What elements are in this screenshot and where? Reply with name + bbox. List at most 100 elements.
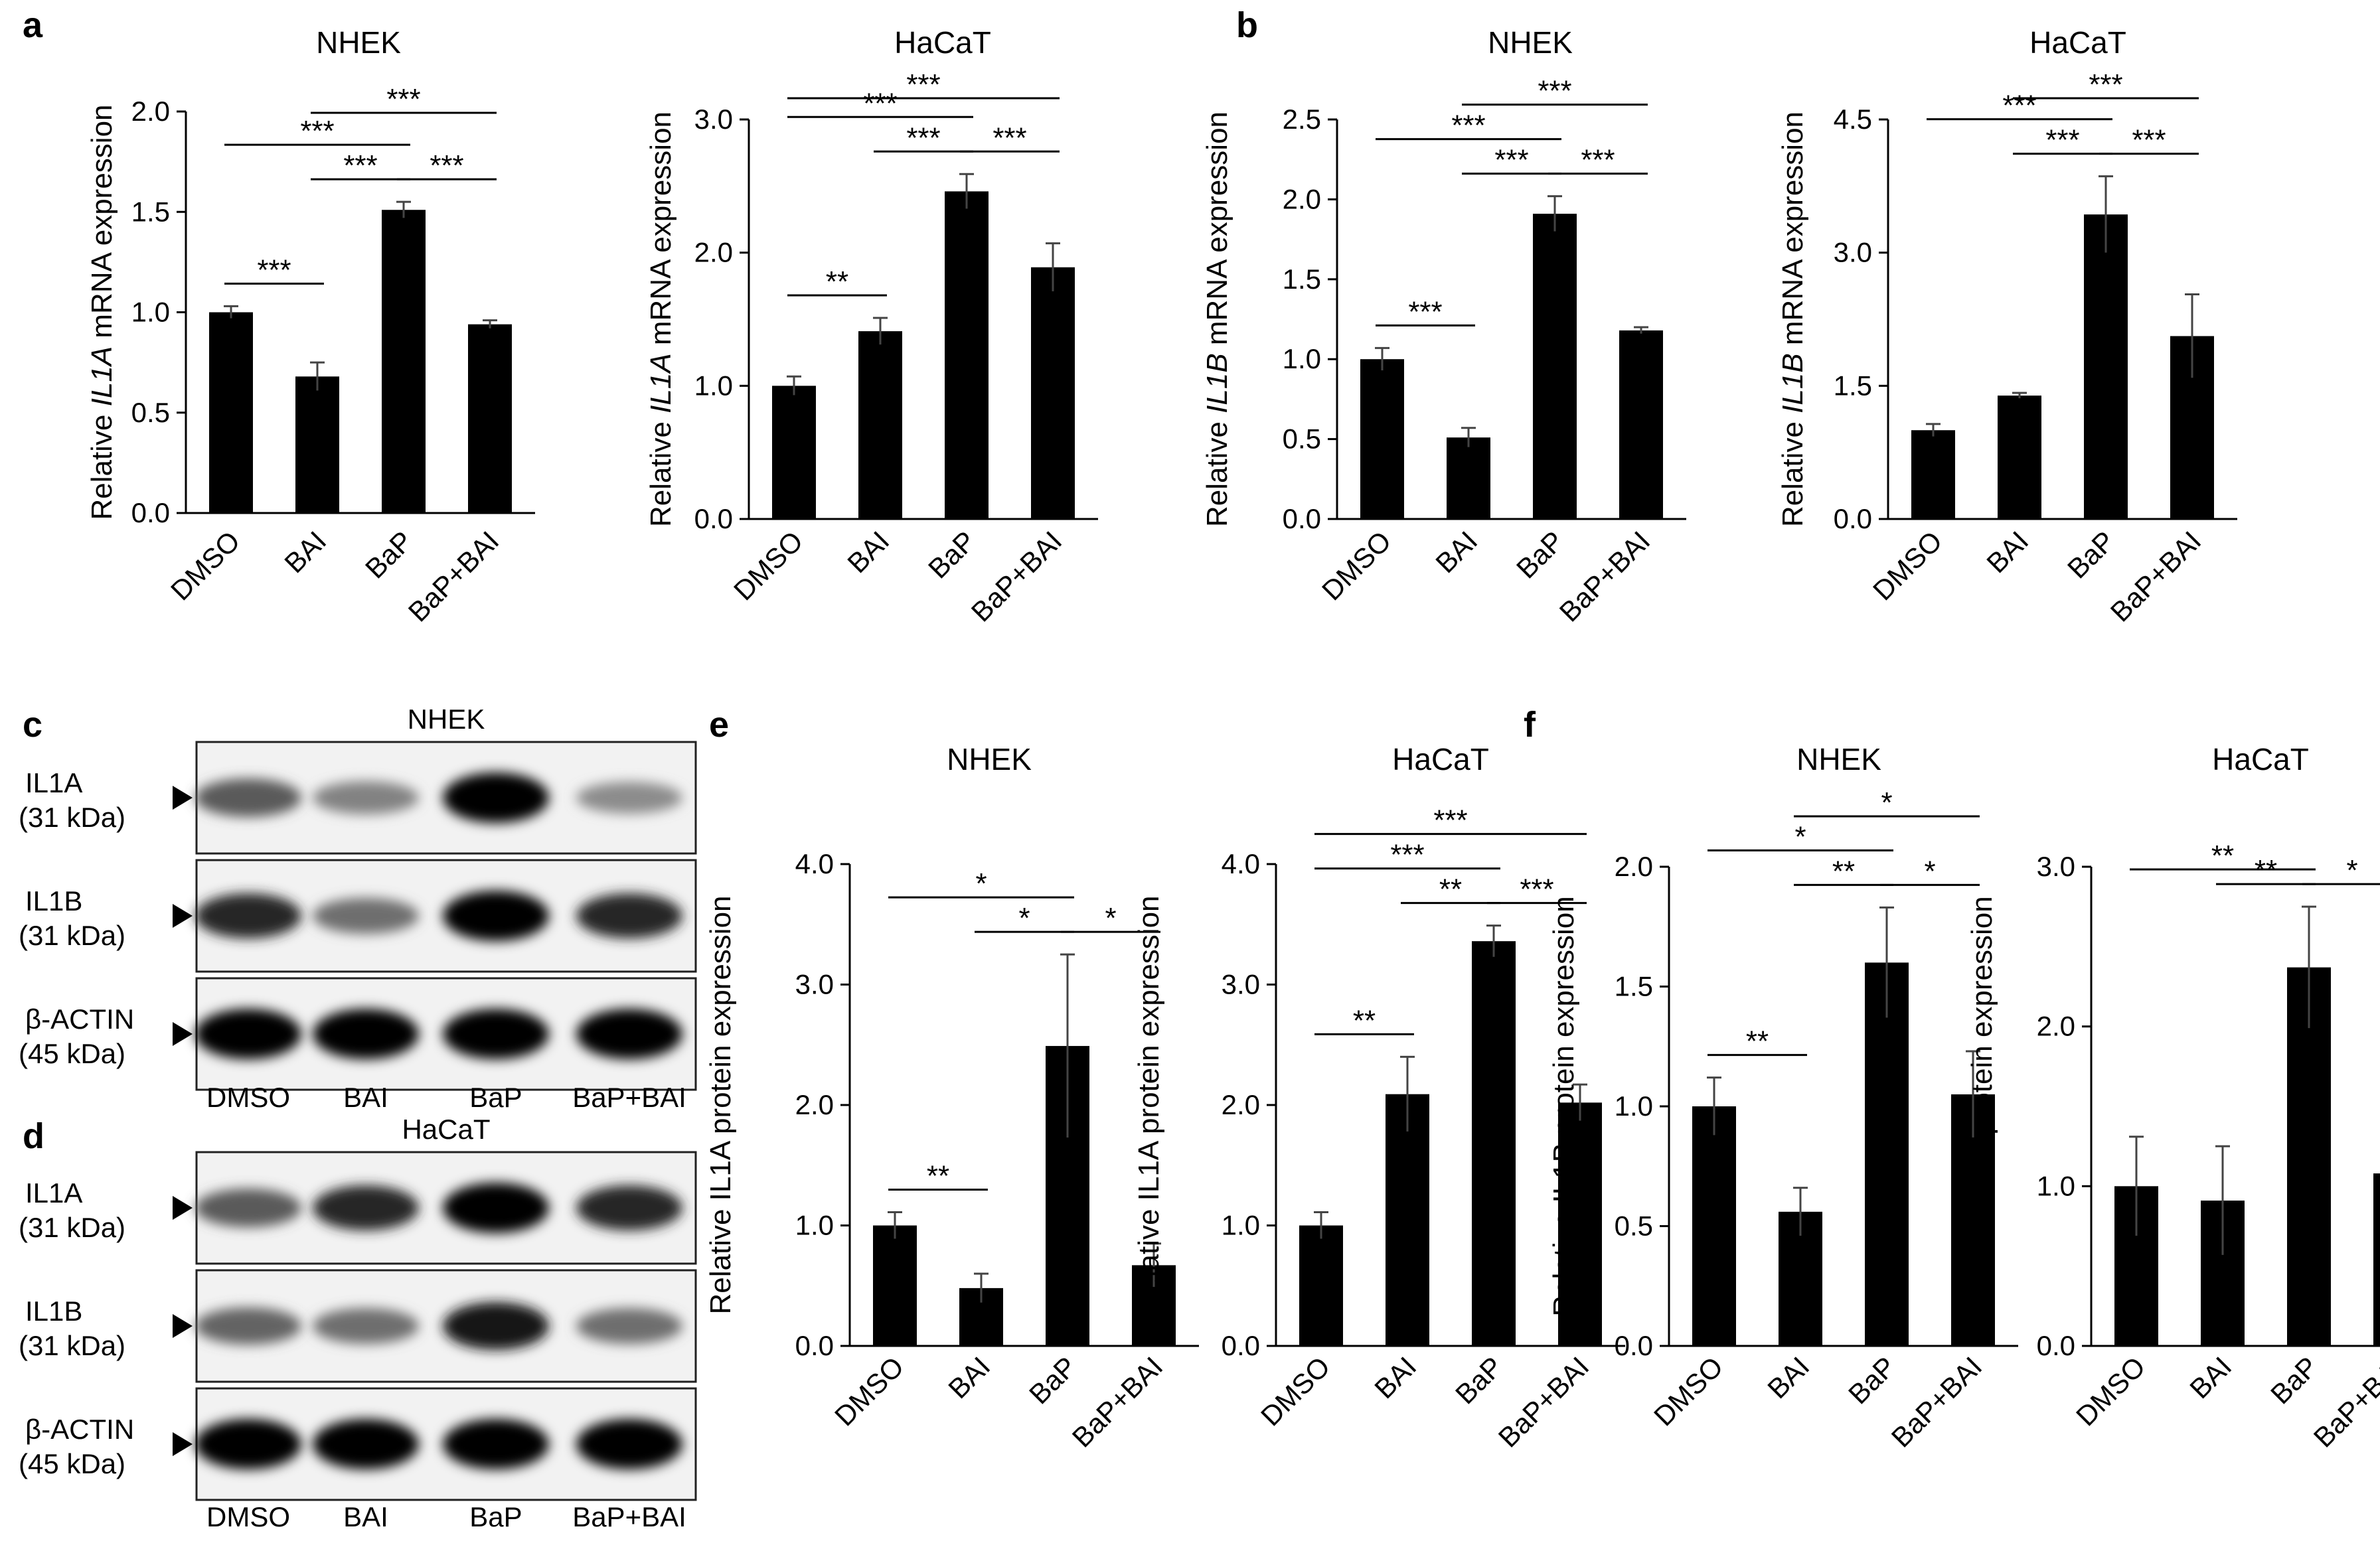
bar-BaP xyxy=(2084,214,2128,519)
category-label: DMSO xyxy=(1867,525,1948,606)
y-axis-label-part: mRNA expression xyxy=(1201,111,1233,353)
category-label: DMSO xyxy=(1648,1351,1729,1432)
significance-label: *** xyxy=(2045,124,2079,157)
significance-label: ** xyxy=(2255,854,2277,887)
lane-label: DMSO xyxy=(206,1082,290,1113)
protein-size: (31 kDa) xyxy=(19,1330,125,1361)
band xyxy=(576,782,682,814)
significance-label: *** xyxy=(1538,75,1571,108)
blot-title: HaCaT xyxy=(402,1114,490,1145)
band-arrow-icon xyxy=(173,1022,193,1046)
panel-letter-b: b xyxy=(1236,5,1258,45)
protein-name: IL1A xyxy=(25,767,82,798)
category-label: DMSO xyxy=(1316,525,1397,606)
category-label: BaP xyxy=(1842,1351,1901,1410)
chart-title: HaCaT xyxy=(1392,742,1489,776)
band xyxy=(313,781,419,814)
y-tick-label: 1.5 xyxy=(131,196,170,227)
chart-e_nhek: NHEK 0.0 1.0 2.0 3.0 4.0 Relative IL1A protein… xyxy=(704,742,1199,1453)
y-axis-label-part: Relative xyxy=(1201,413,1233,527)
bar-DMSO xyxy=(1360,359,1404,519)
significance-label: ** xyxy=(1353,1004,1376,1037)
band xyxy=(576,1419,682,1469)
bar-BaP+BAI xyxy=(2373,1173,2380,1346)
y-axis-label-gene: IL1A xyxy=(645,353,677,413)
y-axis-label: Relative IL1B mRNA expression xyxy=(1201,111,1233,527)
significance-label: *** xyxy=(1520,873,1553,906)
category-label: DMSO xyxy=(728,525,809,606)
significance-label: * xyxy=(975,867,987,900)
y-tick-label: 4.0 xyxy=(795,848,834,879)
y-tick-label: 0.0 xyxy=(694,503,733,534)
category-label: BaP xyxy=(2061,525,2120,584)
significance-label: * xyxy=(1794,820,1806,853)
bar-DMSO xyxy=(1911,430,1955,519)
y-axis-label-part: mRNA expression xyxy=(1777,111,1809,353)
bar-BaP xyxy=(1472,941,1516,1346)
panel-letter-e: e xyxy=(709,705,729,745)
significance-label: *** xyxy=(1494,144,1528,177)
band xyxy=(313,1185,419,1230)
band xyxy=(443,1302,549,1350)
chart-title: NHEK xyxy=(947,742,1032,776)
band xyxy=(576,1308,682,1344)
bar-BaP+BAI xyxy=(1558,1102,1602,1346)
significance-label: * xyxy=(2346,854,2357,887)
category-label: BAI xyxy=(2183,1351,2237,1404)
category-label: BaP+BAI xyxy=(2308,1351,2380,1453)
bar-DMSO xyxy=(873,1225,917,1346)
chart-a_hacat: HaCaT 0.0 1.0 2.0 3.0 Relative IL1A mRNA expr… xyxy=(645,25,1098,628)
chart-title: HaCaT xyxy=(2029,25,2126,60)
y-tick-label: 2.0 xyxy=(2037,1011,2075,1042)
y-axis-label: Relative IL1A protein expression xyxy=(1133,895,1165,1314)
y-axis-label: Relative IL1B mRNA expression xyxy=(1777,111,1809,527)
significance-label: *** xyxy=(863,87,897,119)
y-axis-label-part: Relative IL1B protein expression xyxy=(1966,896,1998,1316)
lane-label: BAI xyxy=(343,1082,388,1113)
y-tick-label: 2.0 xyxy=(795,1089,834,1120)
y-tick-label: 0.0 xyxy=(131,497,170,528)
y-tick-label: 1.0 xyxy=(2037,1170,2075,1201)
bar-BaP+BAI xyxy=(468,324,512,513)
category-label: BAI xyxy=(1429,525,1483,579)
bar-BaP+BAI xyxy=(1031,267,1075,519)
category-label: BaP+BAI xyxy=(1553,525,1656,628)
y-tick-label: 2.0 xyxy=(1283,183,1321,214)
y-tick-label: 1.0 xyxy=(795,1210,834,1241)
y-tick-label: 1.0 xyxy=(1615,1090,1653,1122)
y-tick-label: 0.5 xyxy=(1283,423,1321,455)
chart-title: NHEK xyxy=(1488,25,1573,60)
protein-name: β-ACTIN xyxy=(25,1003,134,1035)
bar-BAI xyxy=(295,376,339,513)
significance-label: *** xyxy=(300,115,334,147)
y-tick-label: 0.0 xyxy=(2037,1330,2075,1361)
chart-f_hacat: HaCaT 0.0 1.0 2.0 3.0 Relative IL1B protein e… xyxy=(1966,742,2380,1453)
y-axis-label-gene: IL1B xyxy=(1777,353,1809,413)
chart-title: HaCaT xyxy=(2212,742,2309,776)
y-axis-label-part: mRNA expression xyxy=(86,104,118,346)
significance-label: * xyxy=(1881,786,1892,819)
chart-title: HaCaT xyxy=(894,25,991,60)
chart-a_nhek: NHEK 0.0 0.5 1.0 1.5 2.0 Relative IL1A mRNA ex… xyxy=(86,25,535,628)
band-arrow-icon xyxy=(173,1196,193,1220)
y-tick-label: 1.5 xyxy=(1615,971,1653,1002)
band-arrow-icon xyxy=(173,1314,193,1338)
y-axis-label: Relative IL1A mRNA expression xyxy=(645,111,677,527)
band xyxy=(195,1307,301,1345)
category-label: BaP+BAI xyxy=(1492,1351,1595,1453)
chart-b_nhek: NHEK 0.0 0.5 1.0 1.5 2.0 2.5 Relative IL1B mRNA… xyxy=(1201,25,1686,628)
band xyxy=(313,1308,419,1344)
y-axis-label-gene: IL1B xyxy=(1201,353,1233,413)
protein-name: IL1A xyxy=(25,1177,82,1209)
significance-label: *** xyxy=(386,83,420,115)
bar-DMSO xyxy=(1692,1106,1736,1346)
y-tick-label: 0.0 xyxy=(1222,1330,1260,1361)
protein-size: (45 kDa) xyxy=(19,1448,125,1479)
band xyxy=(443,1419,549,1469)
category-label: BAI xyxy=(1368,1351,1422,1404)
band xyxy=(443,1009,549,1059)
band-arrow-icon xyxy=(173,786,193,810)
y-axis-label: Relative IL1B protein expression xyxy=(1966,896,1998,1316)
significance-label: *** xyxy=(1408,295,1442,328)
